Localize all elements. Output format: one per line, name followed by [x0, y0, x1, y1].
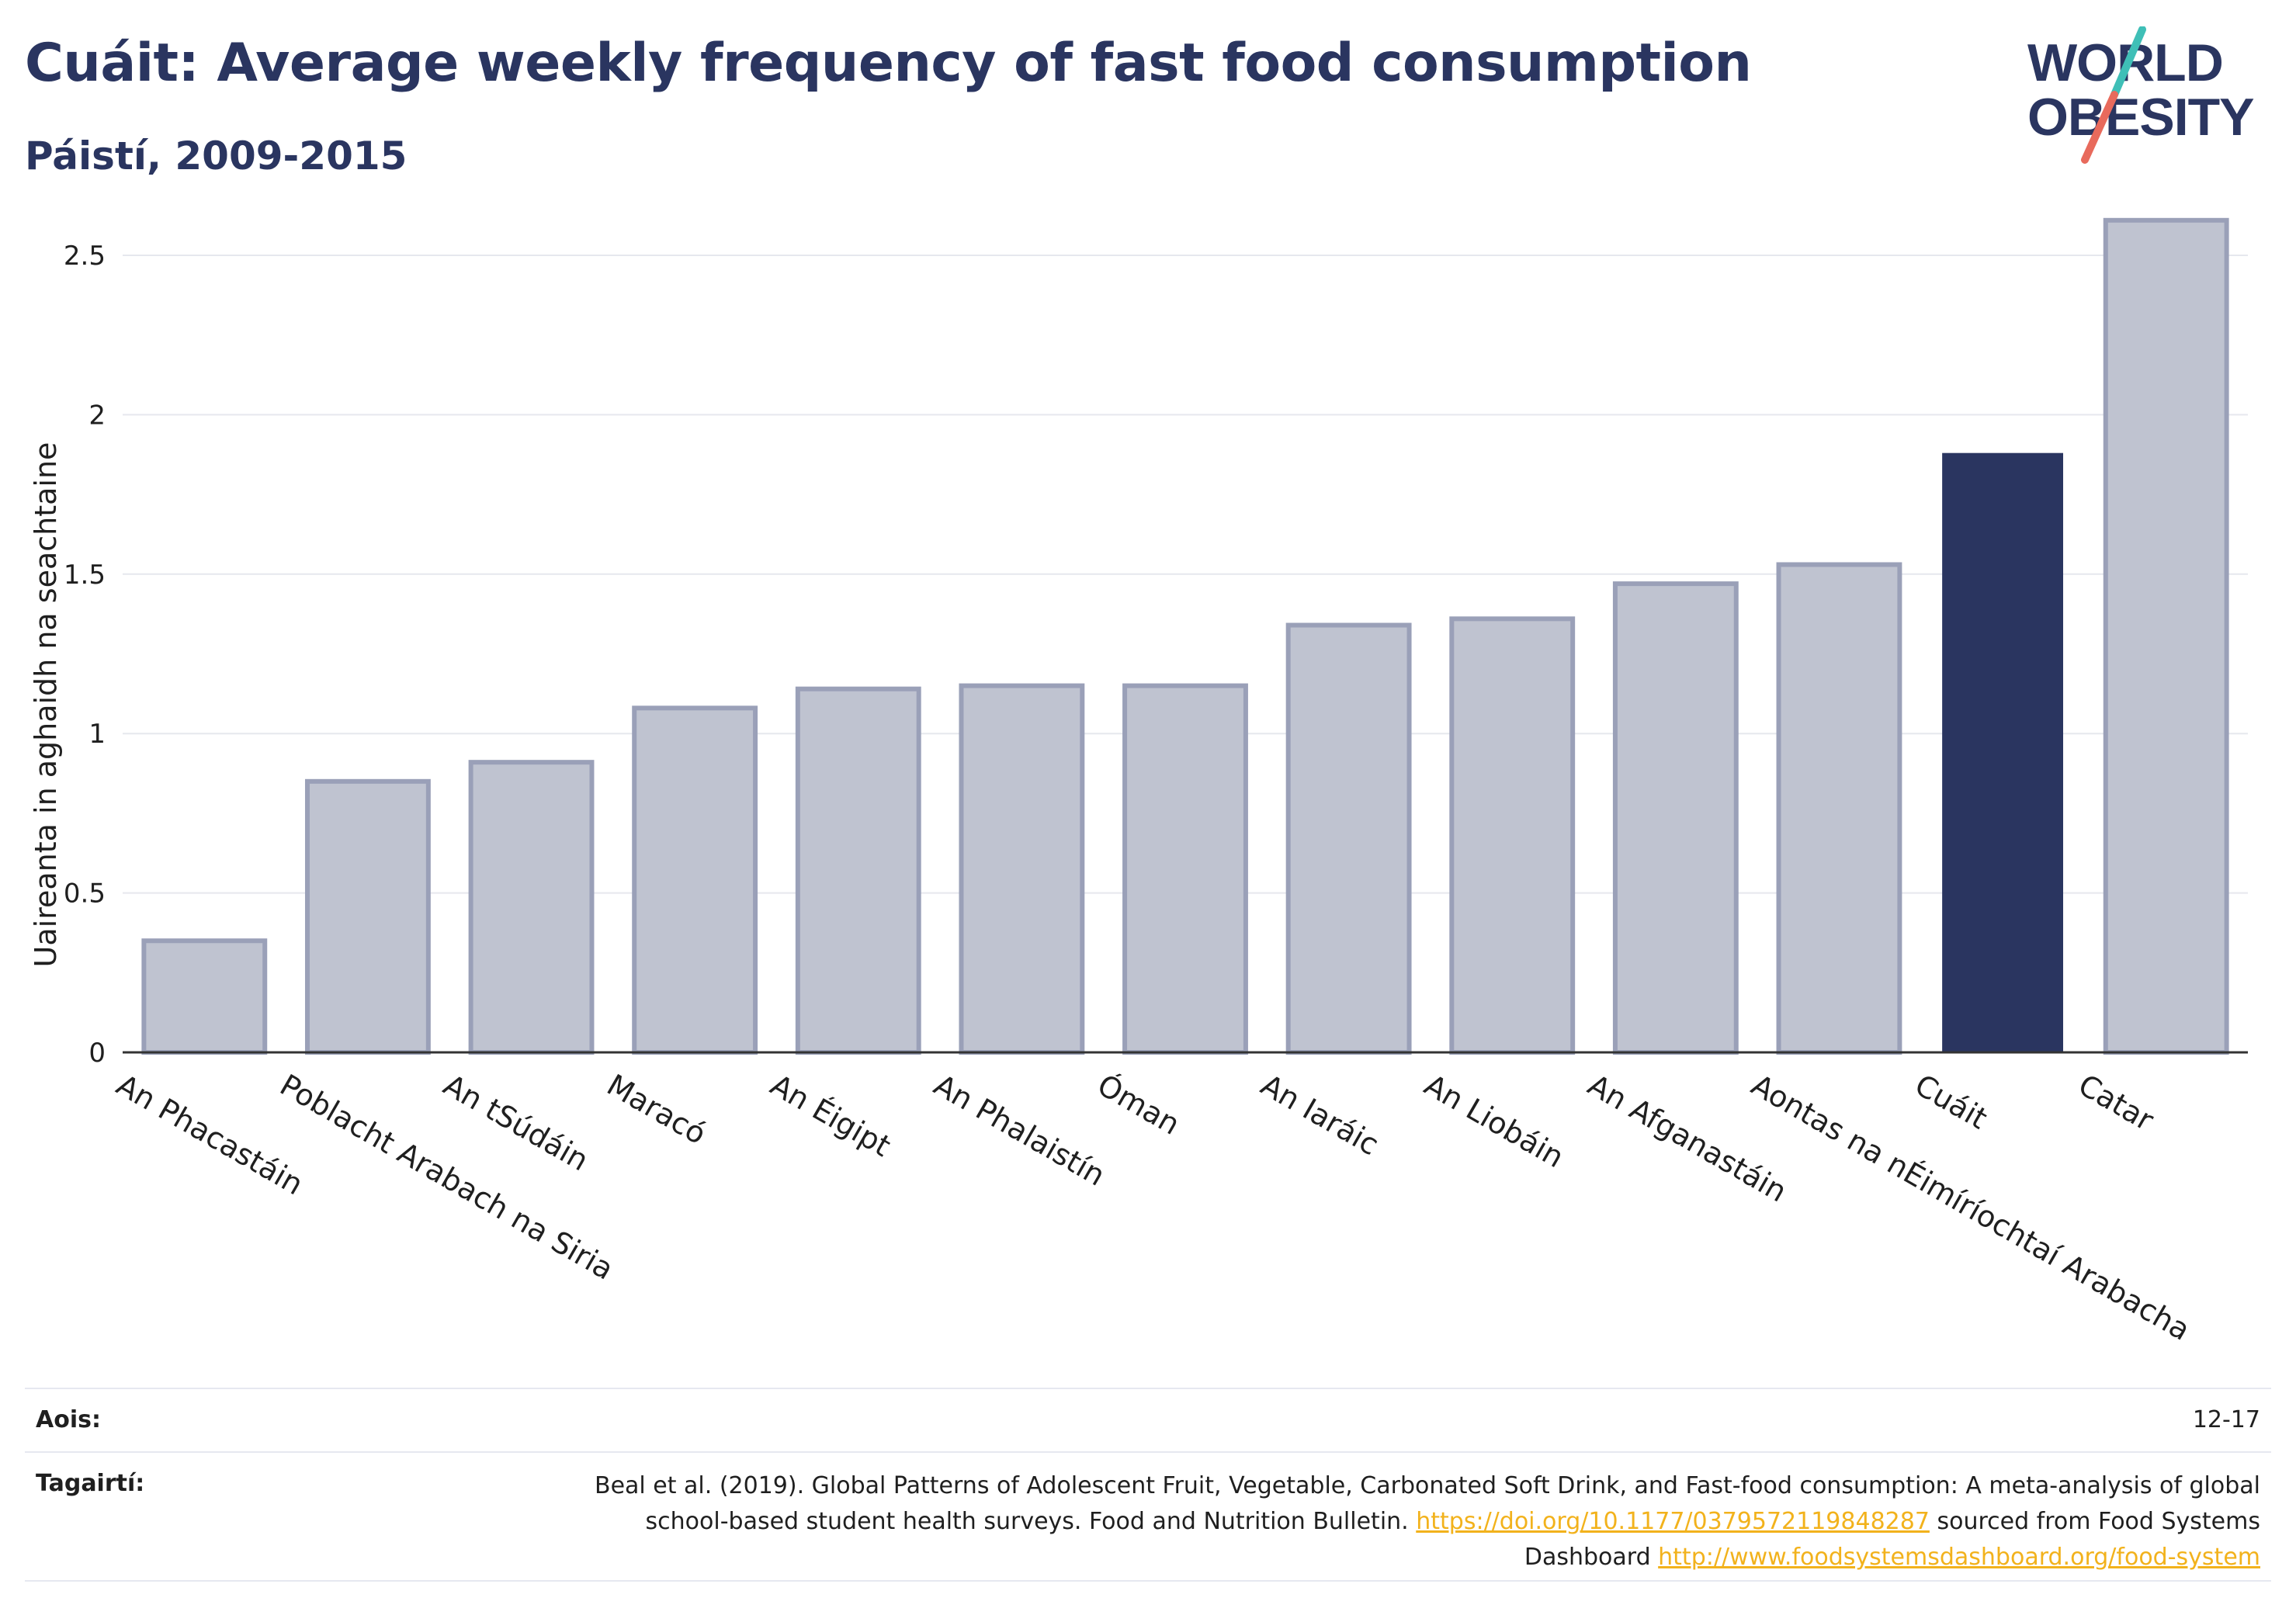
y-tick-label: 1.5: [64, 560, 106, 591]
footer-divider-top: [25, 1388, 2271, 1389]
y-tick-label: 0: [88, 1038, 106, 1069]
y-tick-label: 1: [88, 719, 106, 750]
bar-10: [1776, 562, 1902, 1055]
age-value: 12-17: [2192, 1406, 2260, 1433]
references-text-part-1: Beal et al. (2019). Global Patterns of A…: [594, 1472, 2260, 1535]
bar-3: [632, 705, 758, 1055]
logo-slash-teal: [2110, 26, 2146, 99]
bar-12: [2103, 217, 2229, 1055]
references-label: Tagairtí:: [36, 1470, 145, 1497]
age-label: Aois:: [36, 1406, 101, 1433]
logo-word-obesity: OBESITY: [2027, 88, 2254, 147]
x-tick-label: An Éigipt: [765, 1068, 897, 1163]
x-tick-label: Cuáit: [1909, 1068, 1993, 1136]
y-axis-label: Uaireanta in aghaidh na seachtaine: [29, 442, 63, 968]
chart-subtitle: Páistí, 2009-2015: [25, 133, 408, 178]
y-tick-label: 0.5: [64, 879, 106, 910]
x-tick-label: Catar: [2072, 1068, 2159, 1138]
footer-divider-middle: [25, 1451, 2271, 1453]
bar-7: [1285, 622, 1412, 1055]
world-obesity-logo: WORLD OBESITY: [2027, 26, 2255, 164]
x-tick-label: An Iaráic: [1255, 1068, 1385, 1163]
bar-8: [1449, 616, 1576, 1055]
x-tick-label: Óman: [1092, 1068, 1186, 1142]
doi-link[interactable]: https://doi.org/10.1177/0379572119848287: [1416, 1508, 1930, 1535]
bar-2: [468, 760, 595, 1055]
x-tick-label: Maracó: [602, 1068, 712, 1152]
food-systems-link[interactable]: http://www.foodsystemsdashboard.org/food…: [1658, 1544, 2260, 1571]
bar-0: [141, 938, 268, 1055]
references-text-part-2: sourced from Food Systems Dashboard: [1524, 1508, 2260, 1571]
references-text: Beal et al. (2019). Global Patterns of A…: [591, 1468, 2260, 1575]
bar-4: [795, 686, 921, 1055]
bar-chart: 0 0.5 1 1.5 2 2.5 Uaireanta in aghaidh na seac…: [29, 217, 2248, 1347]
x-tick-label: An Phalaistín: [928, 1068, 1111, 1193]
y-tick-label: 2.5: [64, 241, 106, 272]
bar-9: [1612, 581, 1739, 1055]
bar-5: [959, 683, 1085, 1055]
footer-divider-bottom: [25, 1580, 2271, 1582]
bar-11: [1942, 452, 2064, 1052]
bar-1: [304, 778, 431, 1055]
x-tick-label: An tSúdáin: [438, 1068, 595, 1178]
y-tick-label: 2: [88, 400, 106, 431]
x-tick-label: An Liobáin: [1419, 1068, 1570, 1175]
chart-title: Cuáit: Average weekly frequency of fast …: [25, 33, 1752, 94]
bar-6: [1122, 683, 1248, 1055]
logo-slash-coral: [2081, 91, 2118, 164]
